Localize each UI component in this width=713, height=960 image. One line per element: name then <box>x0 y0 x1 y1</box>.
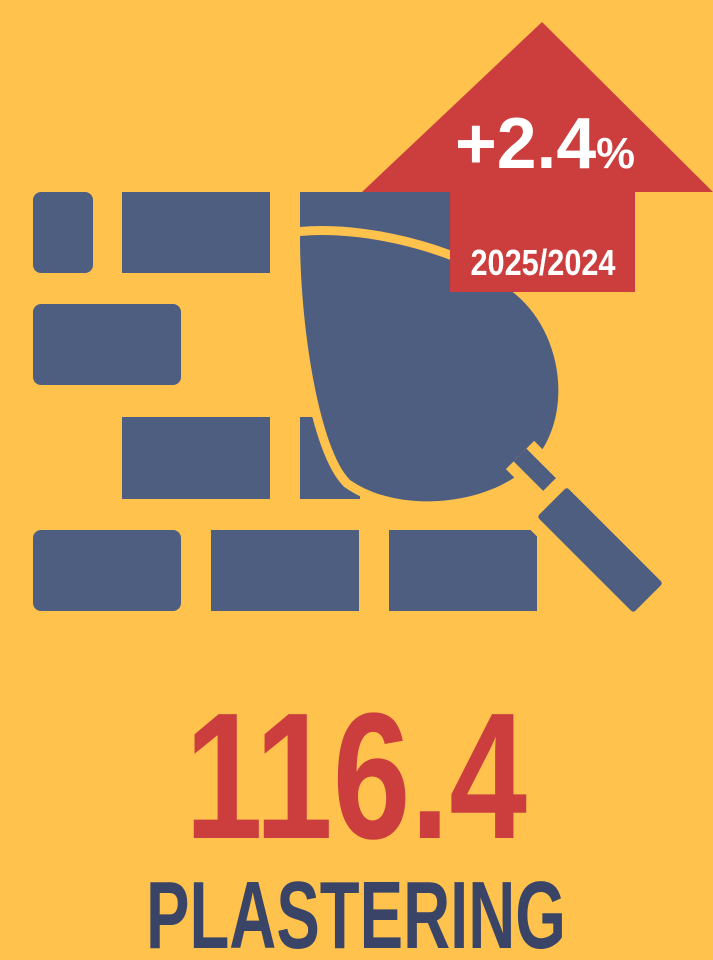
brick <box>122 192 270 273</box>
trowel <box>290 225 676 626</box>
brick <box>33 530 181 611</box>
change-value: +2.4 <box>455 104 596 184</box>
trowel-handle <box>524 474 676 626</box>
up-arrow <box>362 22 713 292</box>
bricks <box>33 192 537 611</box>
change-unit: % <box>596 129 635 178</box>
trowel-blade-fill <box>300 234 559 502</box>
main-value: 116.4 <box>185 676 527 877</box>
change-text: +2.4% <box>455 104 635 184</box>
period: 2025/2024 <box>471 242 616 283</box>
brick <box>33 304 181 385</box>
change-badge: +2.4% 2025/2024 <box>362 22 713 292</box>
brick <box>211 530 359 611</box>
brick <box>33 192 93 273</box>
category-label: PLASTERING <box>146 862 566 960</box>
brick <box>122 417 270 499</box>
brick <box>389 530 537 611</box>
